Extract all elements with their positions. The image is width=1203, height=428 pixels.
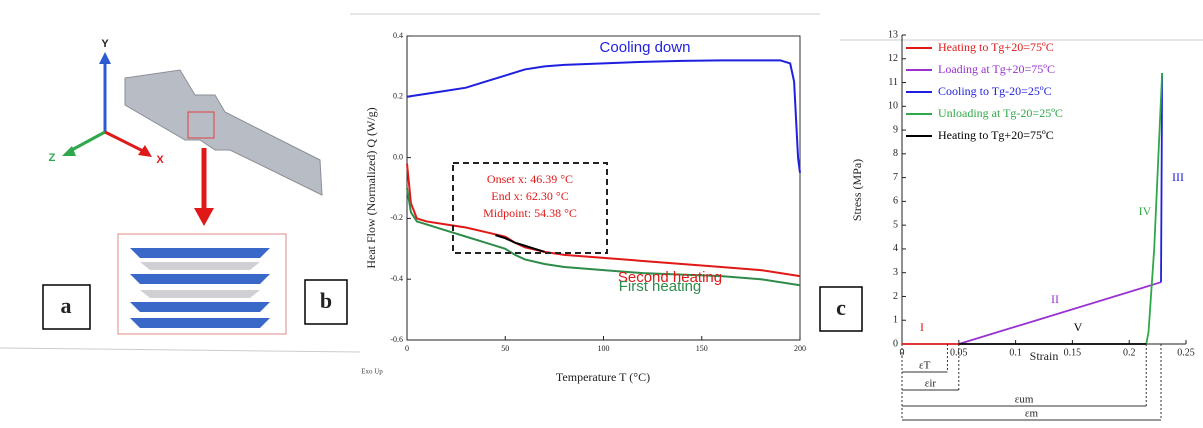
series-line bbox=[1160, 73, 1164, 283]
y-tick-label: 0.0 bbox=[393, 152, 403, 161]
layer bbox=[130, 318, 270, 328]
annotation: I bbox=[920, 320, 924, 334]
legend-label: Cooling to Tg-20=25ºC bbox=[938, 84, 1052, 98]
axis-label: X bbox=[156, 154, 164, 166]
y-tick-label: 0 bbox=[893, 338, 898, 349]
dimension-label: εT bbox=[919, 360, 931, 372]
panel-label-box bbox=[819, 286, 863, 332]
annotation: V bbox=[1074, 320, 1083, 334]
chart: 00.050.10.150.20.25012345678910111213Str… bbox=[850, 29, 1195, 421]
series-line bbox=[495, 234, 545, 253]
y-tick-label: 6 bbox=[893, 196, 898, 207]
dimension-label: εum bbox=[1015, 394, 1034, 406]
arrow-head bbox=[99, 52, 111, 64]
y-tick-label: 2 bbox=[893, 291, 898, 302]
y-tick-label: -0.6 bbox=[390, 335, 403, 344]
y-tick-label: 4 bbox=[893, 243, 898, 254]
panel-label: a bbox=[61, 293, 72, 318]
annotation: II bbox=[1051, 292, 1059, 306]
specimen bbox=[124, 69, 323, 196]
y-tick-label: 0.2 bbox=[393, 92, 403, 101]
y-tick-label: 13 bbox=[888, 29, 898, 40]
zoom-box bbox=[187, 111, 215, 139]
legend-label: Heating to Tg+20=75ºC bbox=[938, 40, 1054, 54]
annotation: Exo Up bbox=[361, 368, 383, 376]
y-tick-label: 3 bbox=[893, 267, 898, 278]
series-label: Second heating bbox=[618, 269, 722, 286]
series-line bbox=[406, 187, 801, 287]
y-axis-label: Heat Flow (Normalized) Q (W/g) bbox=[364, 107, 378, 268]
series-line bbox=[406, 163, 801, 278]
annotation-box bbox=[452, 162, 608, 254]
x-axis-label: Temperature T (°C) bbox=[556, 370, 650, 384]
y-tick-label: 7 bbox=[893, 172, 898, 183]
series-label: First heating bbox=[619, 278, 702, 295]
layer bbox=[130, 274, 270, 284]
y-tick-label: 0.4 bbox=[393, 31, 403, 40]
y-tick-label: -0.4 bbox=[390, 274, 403, 283]
diagram-a: Y Z X bbox=[49, 38, 323, 335]
y-tick-label: 8 bbox=[893, 148, 898, 159]
x-tick-label: 0.25 bbox=[1177, 347, 1195, 358]
y-tick-label: -0.2 bbox=[390, 213, 403, 222]
x-tick-label: 50 bbox=[501, 344, 509, 353]
annotation: Midpoint: 54.38 °C bbox=[483, 206, 577, 220]
series-line bbox=[1145, 72, 1164, 345]
legend-label: Heating to Tg+20=75ºC bbox=[938, 128, 1054, 142]
annotation: III bbox=[1172, 170, 1184, 184]
annotation: End x: 62.30 °C bbox=[491, 189, 568, 203]
frame-line bbox=[0, 347, 361, 353]
series-line bbox=[958, 281, 1162, 345]
x-axis-label: Strain bbox=[1030, 349, 1059, 363]
legend-label: Loading at Tg+20=75ºC bbox=[938, 62, 1055, 76]
chart: 0 50 100 150 200 -0.6 -0.4 -0.2 0.0 0.2 0.4 Tempera… bbox=[361, 31, 806, 384]
arrow-head bbox=[194, 208, 214, 226]
plot-frame bbox=[406, 35, 801, 341]
layer bbox=[140, 290, 260, 298]
y-tick-label: 12 bbox=[888, 53, 898, 64]
x-tick-label: 0 bbox=[405, 344, 409, 353]
legend-label: Unloading at Tg-20=25ºC bbox=[938, 106, 1063, 120]
x-tick-label: 0.15 bbox=[1064, 347, 1082, 358]
y-tick-label: 9 bbox=[893, 124, 898, 135]
y-tick-label: 10 bbox=[888, 101, 898, 112]
axis-arrow bbox=[104, 130, 146, 154]
series-line bbox=[406, 59, 801, 173]
dimension-label: εir bbox=[925, 378, 937, 390]
y-axis-label: Stress (MPa) bbox=[850, 159, 864, 221]
panel-label-box bbox=[42, 284, 91, 330]
layer bbox=[140, 262, 260, 270]
axis-arrow bbox=[67, 130, 106, 154]
x-tick-label: 0.1 bbox=[1009, 347, 1022, 358]
series-label: Cooling down bbox=[600, 39, 691, 56]
arrow-head bbox=[62, 146, 76, 156]
y-tick-label: 5 bbox=[893, 219, 898, 230]
panel-label: c bbox=[836, 295, 846, 320]
dimension-label: εm bbox=[1025, 408, 1039, 420]
y-tick-label: 11 bbox=[888, 77, 898, 88]
y-tick-label: 1 bbox=[893, 315, 898, 326]
panel-label: b bbox=[320, 288, 332, 313]
annotation: Onset x: 46.39 °C bbox=[487, 172, 573, 186]
annotation: IV bbox=[1139, 204, 1152, 218]
arrow-head bbox=[138, 145, 152, 157]
x-tick-label: 150 bbox=[696, 344, 708, 353]
layer bbox=[130, 302, 270, 312]
axis-label: Y bbox=[101, 38, 109, 50]
x-tick-label: 0.2 bbox=[1123, 347, 1136, 358]
panel-label-box bbox=[304, 279, 348, 325]
axis-label: Z bbox=[49, 152, 56, 164]
layer bbox=[130, 248, 270, 258]
x-tick-label: 200 bbox=[794, 344, 806, 353]
x-tick-label: 100 bbox=[598, 344, 610, 353]
